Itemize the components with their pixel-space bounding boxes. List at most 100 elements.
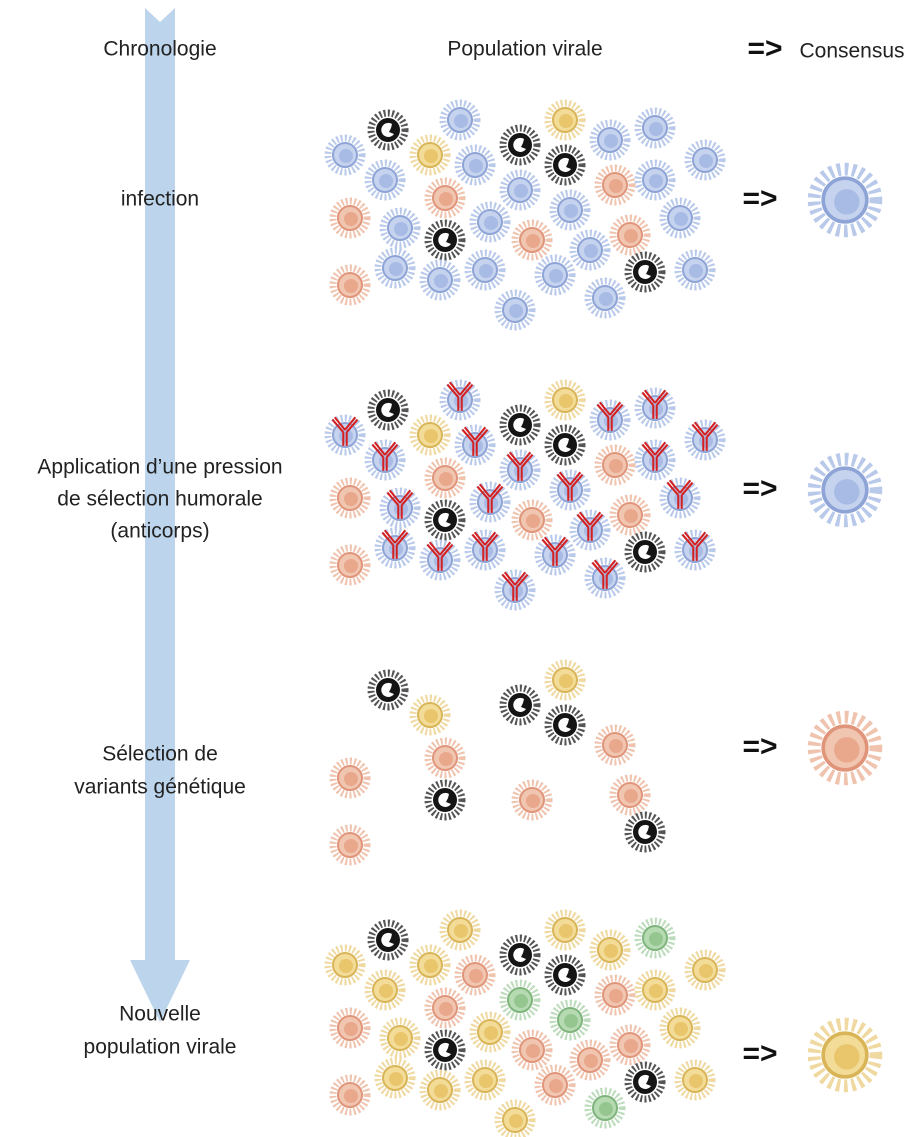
stage-arrow: => [742,730,777,763]
virus [588,1091,622,1125]
virus [428,1033,462,1067]
virus [473,1015,507,1049]
stage-arrow: => [742,1037,777,1070]
virus [553,1003,587,1037]
stage-label: de sélection humorale [57,488,262,511]
virus [598,448,632,482]
virus [548,428,582,462]
virus [553,473,587,507]
virus [383,491,417,525]
stage-label: Sélection de [102,743,218,766]
virus [593,403,627,437]
virus [628,815,662,849]
virus [333,761,367,795]
virus [638,973,672,1007]
virus [428,461,462,495]
virus [663,1011,697,1045]
virus [378,531,412,565]
virus [443,103,477,137]
consensus-virus [814,717,876,779]
consensus-virus [814,169,876,231]
virus [383,1021,417,1055]
virus [663,201,697,235]
virus [333,548,367,582]
virus [458,428,492,462]
stage-label: variants génétique [74,776,246,799]
virus [598,978,632,1012]
virus [638,391,672,425]
virus [678,533,712,567]
virus [371,673,405,707]
virus [548,958,582,992]
virus [638,921,672,955]
virus [503,688,537,722]
virus [473,205,507,239]
virus [383,211,417,245]
virus [588,561,622,595]
stage-label: infection [121,188,199,211]
stage-label: Nouvelle [119,1003,201,1026]
virus [593,123,627,157]
virus [498,573,532,607]
virus [428,783,462,817]
virus [548,383,582,417]
virus [613,498,647,532]
virus [378,251,412,285]
virus [598,728,632,762]
virus [328,138,362,172]
virus [498,1103,532,1137]
virus [428,181,462,215]
virus [638,443,672,477]
stage-label: (anticorps) [110,520,209,543]
virus [598,168,632,202]
virus [473,485,507,519]
virus [503,453,537,487]
virus [413,698,447,732]
header-consensus: Consensus [799,40,904,63]
virus [458,148,492,182]
virus [548,148,582,182]
virus [688,143,722,177]
virus [515,1033,549,1067]
header-arrow: => [747,32,782,65]
header-timeline: Chronologie [103,38,216,61]
virus [503,983,537,1017]
virus [423,1073,457,1107]
virus [378,1061,412,1095]
virus [428,741,462,775]
virus [573,513,607,547]
virus [515,503,549,537]
virus [458,958,492,992]
virus [638,111,672,145]
virus [538,538,572,572]
virus [443,383,477,417]
virus [428,223,462,257]
virus [413,418,447,452]
virus [548,663,582,697]
virus [573,233,607,267]
virus [638,163,672,197]
virus [371,113,405,147]
virus [548,708,582,742]
virus [333,1078,367,1112]
virus [371,393,405,427]
virus [333,268,367,302]
virus [628,255,662,289]
stage-label: population virale [84,1036,237,1059]
virus [333,481,367,515]
virus [328,948,362,982]
virus [613,1028,647,1062]
virus [468,253,502,287]
virus [593,933,627,967]
virus [588,281,622,315]
virus [573,1043,607,1077]
virus [371,923,405,957]
virus [333,828,367,862]
virus [368,973,402,1007]
virus [628,535,662,569]
virus [538,258,572,292]
consensus-virus [814,459,876,521]
virus [413,138,447,172]
virus [628,1065,662,1099]
